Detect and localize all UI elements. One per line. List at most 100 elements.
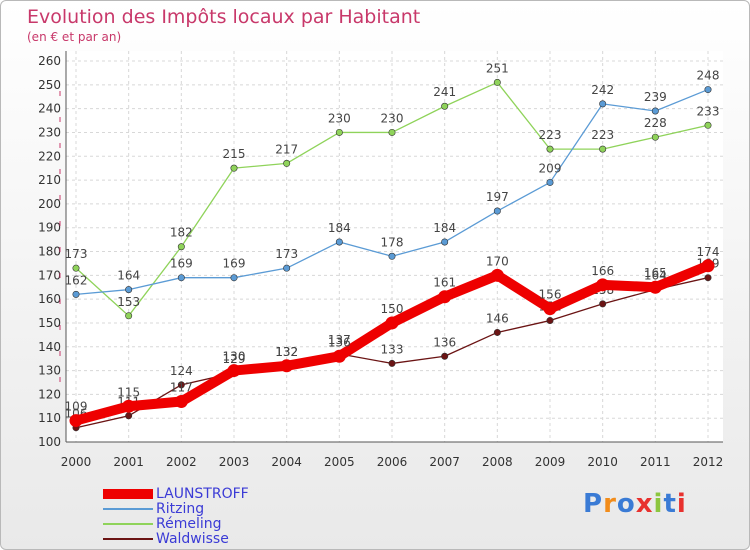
point-launstroff <box>648 280 662 294</box>
data-label-ritzing: 169 <box>223 257 246 271</box>
data-label-ritzing: 162 <box>65 273 88 287</box>
y-tick-label: 160 <box>38 292 61 306</box>
legend-label-waldwisse: Waldwisse <box>156 531 229 547</box>
point-ritzing <box>704 86 712 94</box>
x-tick-label: 2012 <box>693 455 724 469</box>
data-label-waldwisse: 133 <box>381 342 404 356</box>
data-label-launstroff: 109 <box>65 400 88 414</box>
data-label-launstroff: 150 <box>381 302 404 316</box>
point-remeling <box>388 128 396 136</box>
data-label-remeling: 251 <box>486 61 509 75</box>
x-tick-label: 2004 <box>271 455 302 469</box>
data-label-launstroff: 170 <box>486 254 509 268</box>
plot-area <box>66 51 723 442</box>
point-remeling <box>72 264 80 272</box>
point-ritzing <box>388 252 396 260</box>
point-launstroff <box>227 364 241 378</box>
y-tick-label: 130 <box>38 364 61 378</box>
point-ritzing <box>493 207 501 215</box>
point-ritzing <box>125 286 133 294</box>
data-label-remeling: 173 <box>65 247 88 261</box>
data-label-launstroff: 130 <box>223 350 246 364</box>
data-label-ritzing: 184 <box>433 221 456 235</box>
x-tick-label: 2009 <box>535 455 566 469</box>
legend-item-waldwisse: Waldwisse <box>103 531 229 547</box>
x-tick-label: 2006 <box>377 455 408 469</box>
y-tick-label: 230 <box>38 125 61 139</box>
data-label-launstroff: 161 <box>433 276 456 290</box>
data-label-remeling: 230 <box>381 111 404 125</box>
point-ritzing <box>335 238 343 246</box>
point-launstroff <box>69 414 83 428</box>
data-label-launstroff: 115 <box>117 385 140 399</box>
y-tick-label: 190 <box>38 221 61 235</box>
legend-item-launstroff: LAUNSTROFF <box>103 486 249 502</box>
x-tick-label: 2010 <box>587 455 618 469</box>
x-tick-label: 2002 <box>166 455 197 469</box>
x-tick-label: 2008 <box>482 455 513 469</box>
x-tick-label: 2005 <box>324 455 355 469</box>
point-launstroff <box>332 349 346 363</box>
data-label-remeling: 230 <box>328 111 351 125</box>
chart-title: Evolution des Impôts locaux par Habitant <box>27 6 421 28</box>
point-waldwisse <box>546 317 554 325</box>
x-tick-label: 2007 <box>429 455 460 469</box>
data-label-launstroff: 117 <box>170 381 193 395</box>
x-tick-label: 2000 <box>61 455 92 469</box>
legend-label-ritzing: Ritzing <box>156 501 205 517</box>
legend-swatch-ritzing <box>103 508 153 510</box>
data-label-launstroff: 166 <box>591 264 614 278</box>
data-label-launstroff: 156 <box>539 288 562 302</box>
data-label-ritzing: 209 <box>539 161 562 175</box>
data-label-remeling: 217 <box>275 142 298 156</box>
y-tick-label: 100 <box>38 435 61 449</box>
proxiti-logo: Proxiti <box>583 489 687 519</box>
data-label-remeling: 228 <box>644 116 667 130</box>
legend-label-remeling: Rémeling <box>156 516 222 532</box>
legend-swatch-launstroff <box>103 489 153 499</box>
y-tick-label: 110 <box>38 411 61 425</box>
logo-letter: t <box>663 489 677 519</box>
point-ritzing <box>651 107 659 115</box>
data-label-launstroff: 165 <box>644 266 667 280</box>
point-launstroff <box>122 399 136 413</box>
point-waldwisse <box>599 300 607 308</box>
point-remeling <box>335 128 343 136</box>
point-ritzing <box>230 274 238 282</box>
point-launstroff <box>174 395 188 409</box>
data-label-remeling: 182 <box>170 226 193 240</box>
point-waldwisse <box>441 352 449 360</box>
data-label-ritzing: 164 <box>117 269 140 283</box>
point-launstroff <box>438 290 452 304</box>
data-label-launstroff: 132 <box>275 345 298 359</box>
data-label-launstroff: 174 <box>697 245 720 259</box>
legend-swatch-waldwisse <box>103 538 153 540</box>
point-remeling <box>125 312 133 320</box>
data-label-waldwisse: 164 <box>644 269 667 283</box>
y-tick-label: 170 <box>38 268 61 282</box>
logo-letter: r <box>603 489 617 519</box>
x-tick-label: 2001 <box>113 455 144 469</box>
point-ritzing <box>441 238 449 246</box>
data-label-ritzing: 242 <box>591 83 614 97</box>
data-label-ritzing: 173 <box>275 247 298 261</box>
y-tick-label: 150 <box>38 316 61 330</box>
y-tick-label: 240 <box>38 102 61 116</box>
point-ritzing <box>599 100 607 108</box>
point-waldwisse <box>493 328 501 336</box>
data-label-remeling: 223 <box>539 128 562 142</box>
point-ritzing <box>177 274 185 282</box>
x-tick-label: 2003 <box>219 455 250 469</box>
data-label-waldwisse: 129 <box>223 352 246 366</box>
legend-item-remeling: Rémeling <box>103 516 222 532</box>
point-launstroff <box>596 278 610 292</box>
point-remeling <box>441 102 449 110</box>
y-tick-label: 200 <box>38 197 61 211</box>
point-ritzing <box>283 264 291 272</box>
data-label-ritzing: 178 <box>381 235 404 249</box>
point-waldwisse <box>125 412 133 420</box>
point-remeling <box>230 164 238 172</box>
data-label-ritzing: 248 <box>697 69 720 83</box>
point-ritzing <box>72 290 80 298</box>
